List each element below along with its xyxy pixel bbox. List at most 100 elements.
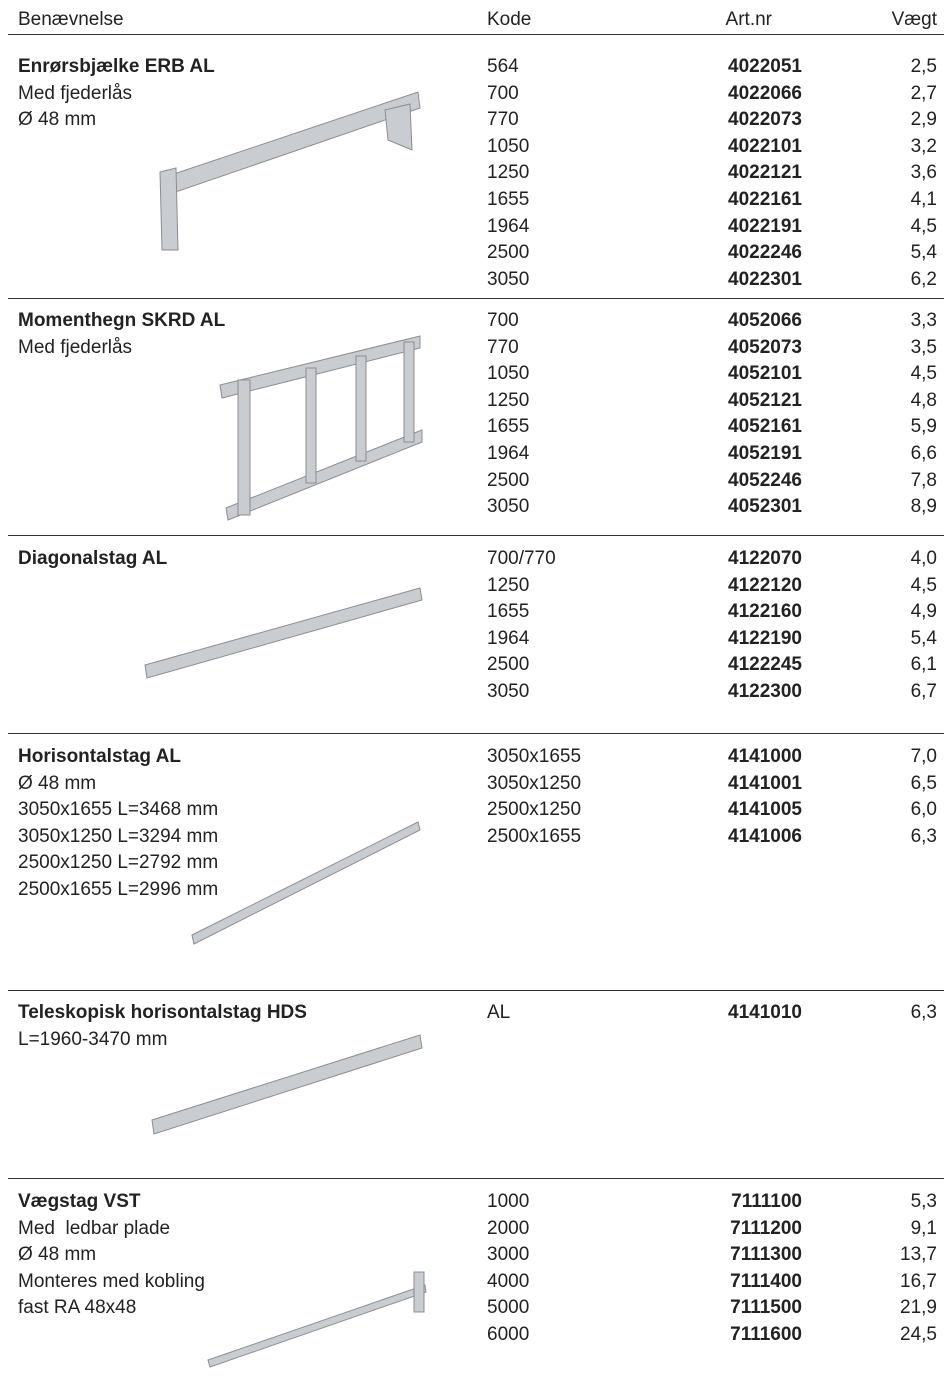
section-rule [8,298,944,299]
section-description: Ø 48 mm [18,772,97,794]
weight: 3,3 [910,310,937,331]
section-description: fast RA 48x48 [18,1297,137,1319]
kode: 1050 [487,363,530,385]
kode: 1000 [487,1191,530,1212]
kode: 1655 [487,189,530,210]
weight: 9,1 [910,1217,937,1239]
art-nr: 4122070 [728,548,802,569]
kode: 6000 [487,1324,530,1345]
weight: 7,8 [910,469,937,491]
art-nr: 7111600 [730,1324,802,1345]
beam-hook [384,103,413,151]
kode: 2500 [487,242,530,264]
weight: 6,2 [910,268,937,290]
section-name: Teleskopisk horisontalstag HDS [18,1002,307,1023]
section-rule [8,990,944,991]
art-nr: 4022161 [728,189,802,210]
kode: 3050 [487,681,530,702]
kode: 700 [487,82,519,104]
section-rule [8,733,944,734]
weight: 13,7 [900,1244,937,1266]
kode: 1964 [487,215,530,237]
kode: 1250 [487,389,530,411]
weight: 24,5 [900,1324,937,1345]
section-description: Med ledbar plade [18,1217,171,1239]
section-description: L=1960-3470 mm [18,1028,168,1050]
kode: 3050x1250 [487,772,582,794]
kode: 1964 [487,443,530,464]
kode: 5000 [487,1297,530,1319]
kode: 564 [487,56,519,77]
art-nr: 4022073 [728,109,802,131]
weight: 8,9 [910,496,937,518]
weight: 2,7 [910,82,937,104]
art-nr: 4052246 [728,469,802,491]
kode: 770 [487,336,519,358]
weight: 6,0 [910,799,937,821]
weight: 6,1 [910,654,937,676]
fence-post [237,379,251,516]
kode: 3050 [487,268,530,290]
kode: 2500 [487,469,530,491]
wall-tie-image [207,1284,427,1368]
kode: 3000 [487,1244,530,1266]
beam-image [161,91,421,197]
column-header: Benævnelse [18,9,124,30]
art-nr: 4022121 [728,162,802,184]
column-header: Kode [487,9,532,30]
weight: 5,4 [910,627,937,649]
horizontal-image [191,821,421,945]
art-nr: 7111300 [730,1244,802,1266]
section-description: 3050x1655 L=3468 mm [18,799,219,821]
art-nr: 4141000 [728,746,802,767]
section-description: Ø 48 mm [18,1244,97,1266]
section-description: Med fjederlås [18,82,133,104]
weight: 4,9 [910,601,937,623]
art-nr: 4052121 [728,389,802,411]
art-nr: 4052073 [728,336,802,358]
kode: 770 [487,109,519,131]
column-header: Vægt [891,9,937,30]
fence-rail [219,335,421,399]
weight: 16,7 [900,1270,937,1292]
art-nr: 7111400 [730,1270,802,1292]
weight: 6,6 [910,443,937,464]
kode: 1964 [487,627,530,649]
weight: 6,3 [910,825,937,847]
kode: 1655 [487,416,530,438]
kode: AL [487,1002,511,1023]
section-name: Horisontalstag AL [18,746,181,767]
art-nr: 4141001 [728,772,802,794]
weight: 4,8 [910,389,937,411]
weight: 5,4 [910,242,937,264]
fence-post [403,341,415,443]
weight: 21,9 [900,1297,937,1319]
weight: 3,2 [910,135,937,157]
kode: 3050 [487,496,530,518]
art-nr: 4122245 [728,654,802,676]
kode: 2000 [487,1217,530,1239]
art-nr: 4022246 [728,242,802,264]
art-nr: 4122190 [728,627,802,649]
diagonal-image [144,587,423,679]
art-nr: 4022301 [728,268,802,290]
section-description: 2500x1250 L=2792 mm [18,852,219,874]
column-header: Art.nr [725,9,772,30]
header-rule [8,34,944,35]
kode: 2500x1250 [487,799,582,821]
weight: 6,3 [910,1002,937,1023]
telescopic-image [151,1034,423,1135]
kode: 1250 [487,162,530,184]
weight: 2,5 [910,56,937,77]
section-name: Momenthegn SKRD AL [18,310,226,331]
section-rule [8,1178,944,1179]
weight: 5,9 [910,416,937,438]
kode: 2500 [487,654,530,676]
art-nr: 4022051 [728,56,802,77]
section-rule [8,535,944,536]
section-name: Enrørsbjælke ERB AL [18,56,215,77]
art-nr: 4052066 [728,310,802,331]
art-nr: 4122160 [728,601,802,623]
